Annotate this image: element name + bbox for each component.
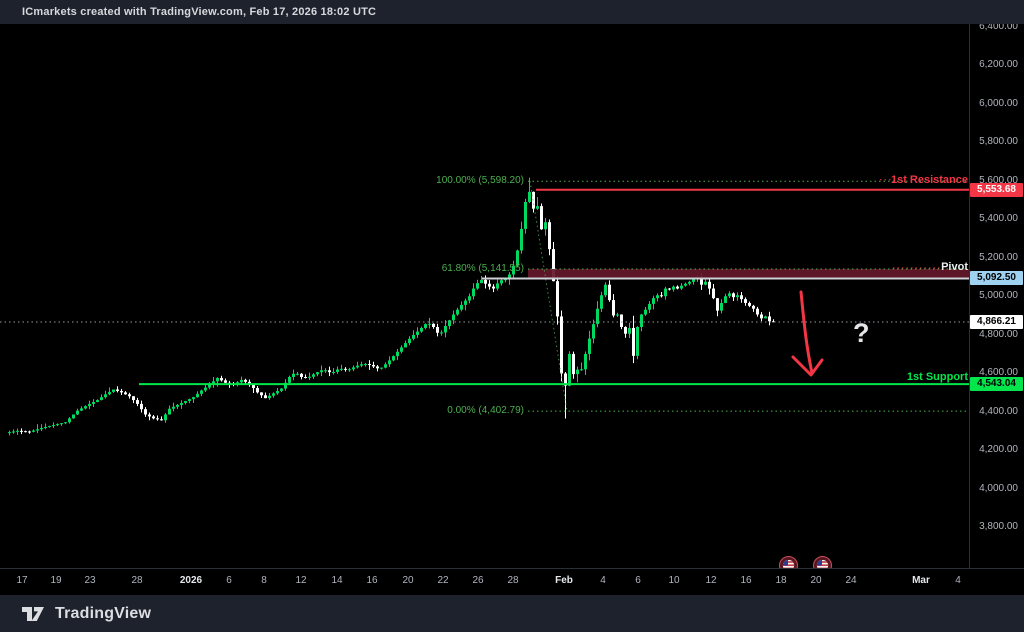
time-tick-label: 28 — [131, 575, 143, 586]
time-tick-label: 12 — [705, 575, 717, 586]
price-tick-label: 4,400.00 — [979, 405, 1018, 417]
support-price-tag: 4,543.04 — [970, 377, 1023, 392]
chart-watermark: ICmarkets created with TradingView.com, … — [22, 6, 377, 18]
price-axis[interactable]: 6,400.00 6,200.00 6,000.00 5,800.00 5,600.00… — [969, 21, 1024, 568]
pivot-label: Pivot — [941, 261, 968, 273]
time-tick-label: Feb — [555, 575, 573, 586]
price-tick-label: 6,200.00 — [979, 59, 1018, 71]
price-tick-label: 4,800.00 — [979, 328, 1018, 340]
time-tick-label: 19 — [50, 575, 62, 586]
fib-618-label: 61.80% (5,141.55) — [441, 263, 524, 274]
pivot-price-tag: 5,092.50 — [970, 271, 1023, 286]
time-tick-label: 12 — [295, 575, 307, 586]
time-tick-label: 8 — [261, 575, 267, 586]
time-tick-label: 6 — [226, 575, 232, 586]
tradingview-logo-text: TradingView — [55, 604, 152, 622]
current-price-tag: 4,866.21 — [970, 314, 1023, 329]
price-tick-label: 5,800.00 — [979, 136, 1018, 148]
price-tick-label: 5,400.00 — [979, 213, 1018, 225]
time-tick-label: 20 — [402, 575, 414, 586]
time-tick-label: 2026 — [179, 575, 203, 586]
price-tick-label: 4,000.00 — [979, 482, 1018, 494]
fib-0-label: 0.00% (4,402.79) — [447, 405, 524, 417]
support-label: 1st Support — [906, 371, 968, 384]
time-tick-label: 4 — [955, 575, 961, 586]
time-tick-label: 24 — [845, 575, 857, 586]
time-tick-label: 20 — [810, 575, 822, 586]
price-tick-label: 3,800.00 — [979, 521, 1018, 532]
price-tick-label: 6,000.00 — [979, 97, 1018, 109]
price-tick-label: 5,200.00 — [979, 251, 1018, 263]
price-tick-label: 6,400.00 — [979, 21, 1018, 32]
time-tick-label: 16 — [366, 575, 378, 586]
time-tick-label: 17 — [16, 575, 28, 586]
time-tick-label: 10 — [668, 575, 680, 586]
time-tick-label: 14 — [331, 575, 343, 586]
question-mark-annotation: ? — [853, 318, 870, 348]
time-tick-label: 28 — [507, 575, 519, 586]
watermark-bar: ICmarkets created with TradingView.com, … — [0, 0, 1024, 24]
price-tick-label: 4,200.00 — [979, 444, 1018, 456]
footer-bar: TradingView — [0, 595, 1024, 632]
time-tick-label: 6 — [635, 575, 641, 586]
fib-100-label: 100.00% (5,598.20) — [436, 175, 524, 187]
tradingview-logo-icon — [22, 606, 44, 621]
time-tick-label: Mar — [912, 575, 930, 586]
time-tick-label: 4 — [600, 575, 606, 586]
resistance-label: 1st Resistance — [890, 173, 968, 186]
time-tick-label: 22 — [437, 575, 449, 586]
time-tick-label: 23 — [84, 575, 96, 586]
time-tick-label: 18 — [775, 575, 787, 586]
time-axis[interactable]: 17 19 23 28 2026 6 8 12 14 16 20 22 26 28 Feb 4 6 10 12 16 1… — [0, 568, 1024, 596]
price-tick-label: 5,000.00 — [979, 290, 1018, 302]
resistance-price-tag: 5,553.68 — [970, 182, 1023, 197]
tradingview-logo[interactable]: TradingView — [20, 603, 151, 625]
time-tick-label: 26 — [472, 575, 484, 586]
time-tick-label: 16 — [740, 575, 752, 586]
price-tick-label: 4,600.00 — [979, 367, 1018, 379]
price-tick-label: 5,600.00 — [979, 174, 1018, 186]
